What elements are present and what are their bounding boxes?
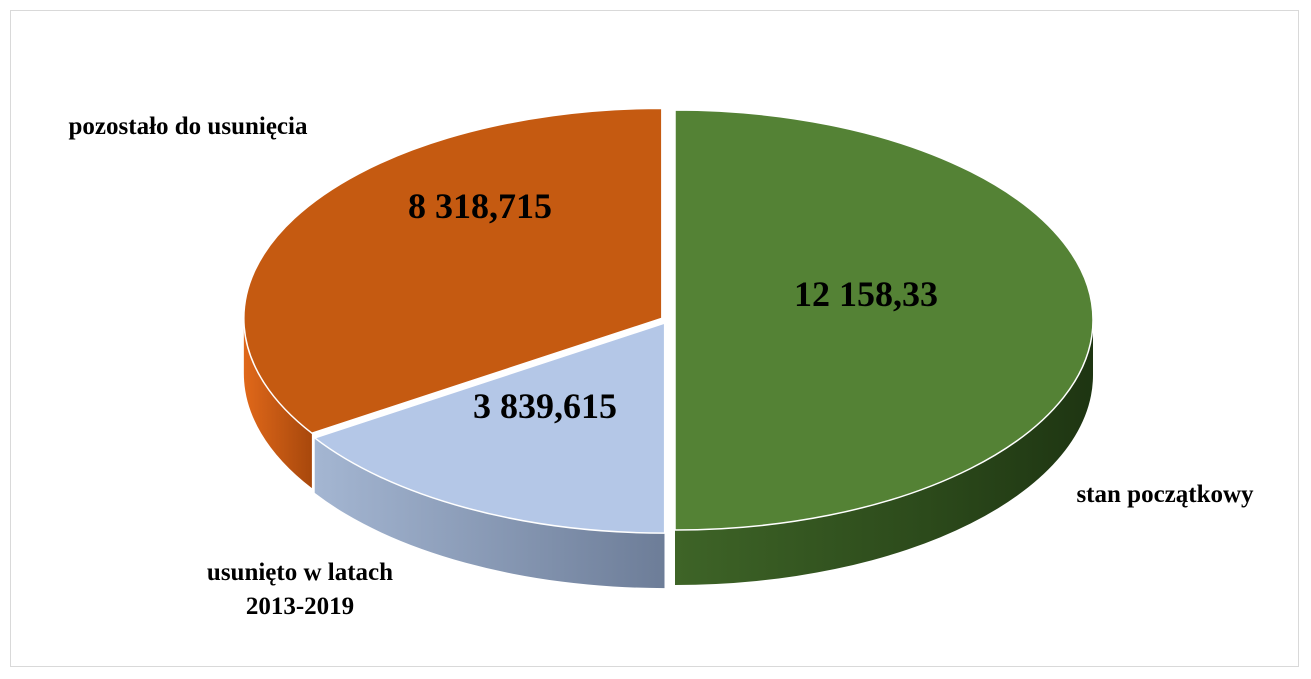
slice-stan-poczatkowy-side — [675, 320, 1093, 585]
value-label-usunieto: 3 839,615 — [473, 386, 617, 426]
slice-pozostalo-side — [243, 318, 312, 489]
pie-sides — [243, 318, 1093, 589]
slice-usunieto — [313, 322, 666, 534]
pie-labels: 12 158,33 3 839,615 8 318,715 stan początko… — [69, 113, 1255, 620]
value-label-pozostalo: 8 318,715 — [408, 186, 552, 226]
category-label-pozostalo: pozostało do usunięcia — [69, 113, 308, 140]
slice-usunieto-side — [314, 437, 665, 589]
category-label-usunieto-line-2: 2013-2019 — [246, 593, 354, 620]
category-label-stan-poczatkowy: stan początkowy — [1076, 481, 1254, 508]
slice-pozostalo — [243, 107, 663, 435]
pie-tops — [243, 104, 1094, 591]
slice-stan-poczatkowy — [674, 109, 1094, 531]
category-label-usunieto-line-1: usunięto w latach — [207, 559, 393, 586]
value-label-stan-poczatkowy: 12 158,33 — [794, 274, 938, 314]
